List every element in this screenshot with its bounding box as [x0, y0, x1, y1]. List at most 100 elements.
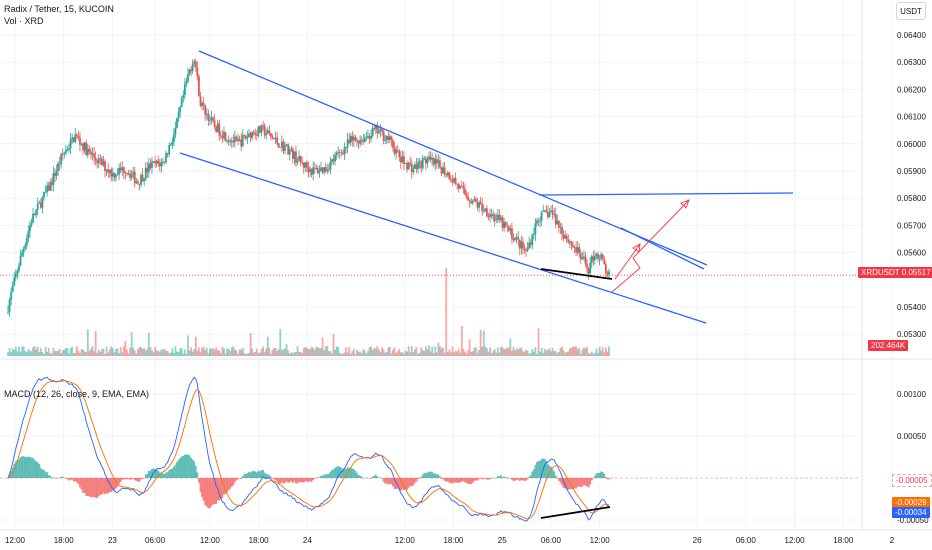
volume-bar: [132, 347, 135, 356]
volume-bar: [246, 353, 249, 356]
volume-bar: [595, 348, 598, 356]
macd-histogram-bar: [107, 478, 110, 494]
candle-body: [257, 126, 260, 136]
volume-bar: [343, 352, 346, 356]
macd-histogram-bar: [104, 478, 106, 495]
candle-body: [312, 167, 315, 175]
candle-body: [597, 253, 599, 259]
macd-histogram-bar: [545, 460, 548, 478]
volume-bar: [309, 348, 311, 356]
volume-bar: [24, 351, 27, 356]
candle-body: [79, 137, 81, 145]
macd-histogram-bar: [273, 478, 275, 480]
volume-bar: [69, 347, 72, 356]
macd-histogram-bar: [132, 478, 135, 479]
macd-histogram-bar: [177, 459, 180, 478]
macd-histogram-bar: [151, 469, 153, 478]
macd-histogram-bar: [124, 478, 127, 480]
volume-bar: [354, 353, 357, 356]
macd-histogram-bar: [160, 472, 163, 478]
candle-body: [404, 163, 407, 165]
volume-bar: [593, 352, 596, 356]
macd-hist-badge: -0.00005: [892, 474, 932, 487]
macd-histogram-bar: [393, 478, 396, 489]
macd-histogram-bar: [583, 478, 585, 486]
candle-body: [435, 158, 438, 164]
candle-body: [414, 164, 416, 169]
volume-bar: [136, 348, 139, 356]
candle-body: [277, 143, 280, 148]
candle-body: [151, 161, 153, 168]
volume-bar: [410, 346, 413, 356]
volume-bar: [442, 347, 444, 356]
volume-bar: [443, 352, 446, 356]
volume-bar: [35, 349, 38, 356]
candle-body: [392, 140, 394, 148]
candle-body: [464, 189, 466, 195]
candle-body: [485, 208, 488, 217]
volume-bar: [255, 348, 258, 356]
volume-bar: [229, 350, 232, 356]
candle-body: [346, 139, 349, 148]
projection-arrow-short: [614, 243, 641, 280]
volume-bar: [202, 346, 205, 356]
candle-body: [370, 135, 372, 139]
candle-body: [268, 130, 271, 134]
macd-histogram-bar: [147, 470, 150, 478]
candle-body: [129, 173, 131, 178]
volume-bar: [515, 348, 518, 356]
macd-histogram-bar: [133, 478, 136, 481]
macd-histogram-bar: [449, 478, 452, 484]
macd-histogram-bar: [227, 478, 230, 491]
macd-histogram-bar: [16, 460, 19, 478]
candle-body: [601, 254, 604, 260]
candle-body: [470, 201, 473, 204]
candle-body: [410, 163, 413, 173]
volume-bar: [301, 353, 304, 356]
volume-bar: [60, 352, 63, 356]
candle-body: [8, 299, 11, 312]
macd-histogram-bar: [475, 478, 477, 481]
volume-bar: [337, 347, 340, 356]
macd-histogram-bar: [382, 478, 385, 482]
candle-body: [321, 167, 324, 173]
macd-histogram-bar: [307, 478, 310, 483]
candle-body: [443, 167, 446, 175]
volume-bar: [589, 353, 592, 356]
macd-histogram-bar: [280, 478, 283, 483]
volume-bar: [77, 350, 80, 356]
macd-histogram-bar: [44, 471, 47, 478]
macd-histogram-bar: [352, 469, 355, 478]
candle-body: [243, 135, 246, 137]
candle-body: [302, 162, 305, 168]
candle-body: [534, 223, 537, 235]
macd-histogram-bar: [249, 472, 252, 478]
macd-histogram-bar: [229, 478, 232, 489]
candle-body: [398, 150, 401, 158]
macd-histogram-bar: [399, 478, 402, 491]
volume-bar: [262, 346, 264, 356]
volume-bar: [149, 347, 152, 356]
currency-button[interactable]: USDT: [896, 2, 926, 20]
candle-body: [280, 141, 283, 148]
macd-histogram-bar: [468, 478, 471, 484]
macd-histogram-bar: [35, 461, 38, 478]
time-tick-label: 12:00: [200, 536, 221, 545]
macd-histogram-bar: [74, 478, 77, 482]
volume-bar: [313, 349, 316, 356]
candle-body: [96, 160, 99, 164]
volume-bar: [564, 352, 567, 356]
time-tick-label: 24: [303, 536, 312, 545]
volume-bar: [63, 349, 66, 356]
volume-bar: [191, 351, 194, 356]
volume-bar: [10, 352, 13, 356]
candles: [0, 58, 860, 317]
candle-body: [291, 148, 294, 159]
candle-body: [504, 222, 507, 227]
candle-body: [316, 168, 319, 174]
macd-histogram-bar: [423, 472, 426, 478]
volume-bar: [532, 351, 535, 356]
candle-body: [589, 262, 592, 274]
volume-bar: [177, 352, 180, 356]
